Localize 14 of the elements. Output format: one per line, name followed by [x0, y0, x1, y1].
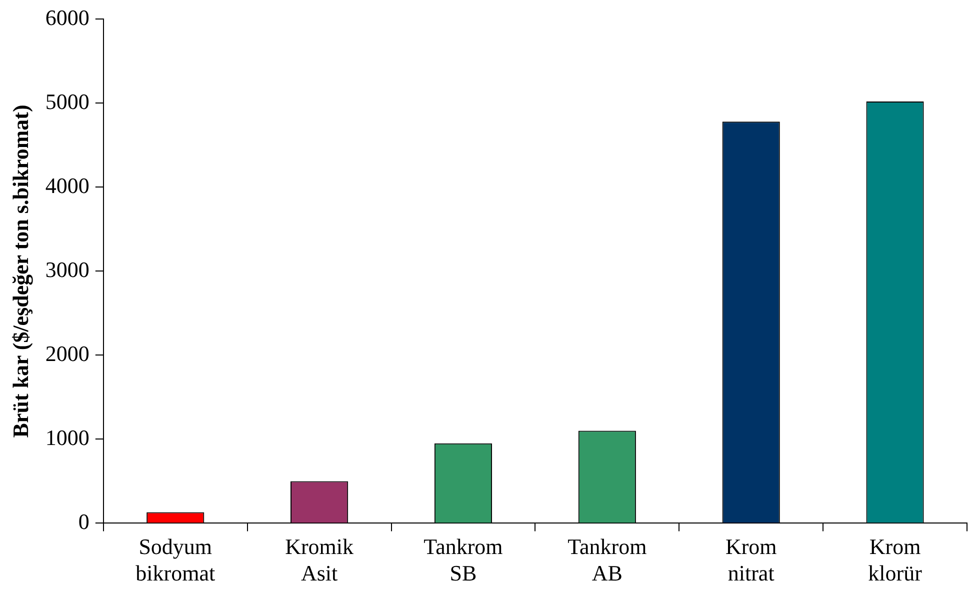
x-tick-label: Sodyum bikromat — [136, 534, 216, 586]
y-tick-label: 6000 — [45, 4, 90, 30]
x-tick-label: Tankrom AB — [568, 534, 647, 586]
y-tick-label: 2000 — [45, 340, 90, 366]
y-tick-label: 0 — [78, 508, 90, 534]
x-tick-label: Krom klorür — [868, 534, 923, 586]
y-axis-title: Brüt kar ($/eşdeğer ton s.bikromat) — [8, 104, 33, 438]
y-tick-label: 5000 — [45, 88, 90, 114]
x-tick-label: Tankrom SB — [424, 534, 503, 586]
x-tick-label: Krom nitrat — [725, 534, 777, 586]
y-tick-label: 1000 — [45, 424, 90, 450]
x-tick-label: Kromik Asit — [285, 534, 354, 586]
y-tick-label: 4000 — [45, 172, 90, 198]
y-tick-label: 3000 — [45, 256, 90, 282]
